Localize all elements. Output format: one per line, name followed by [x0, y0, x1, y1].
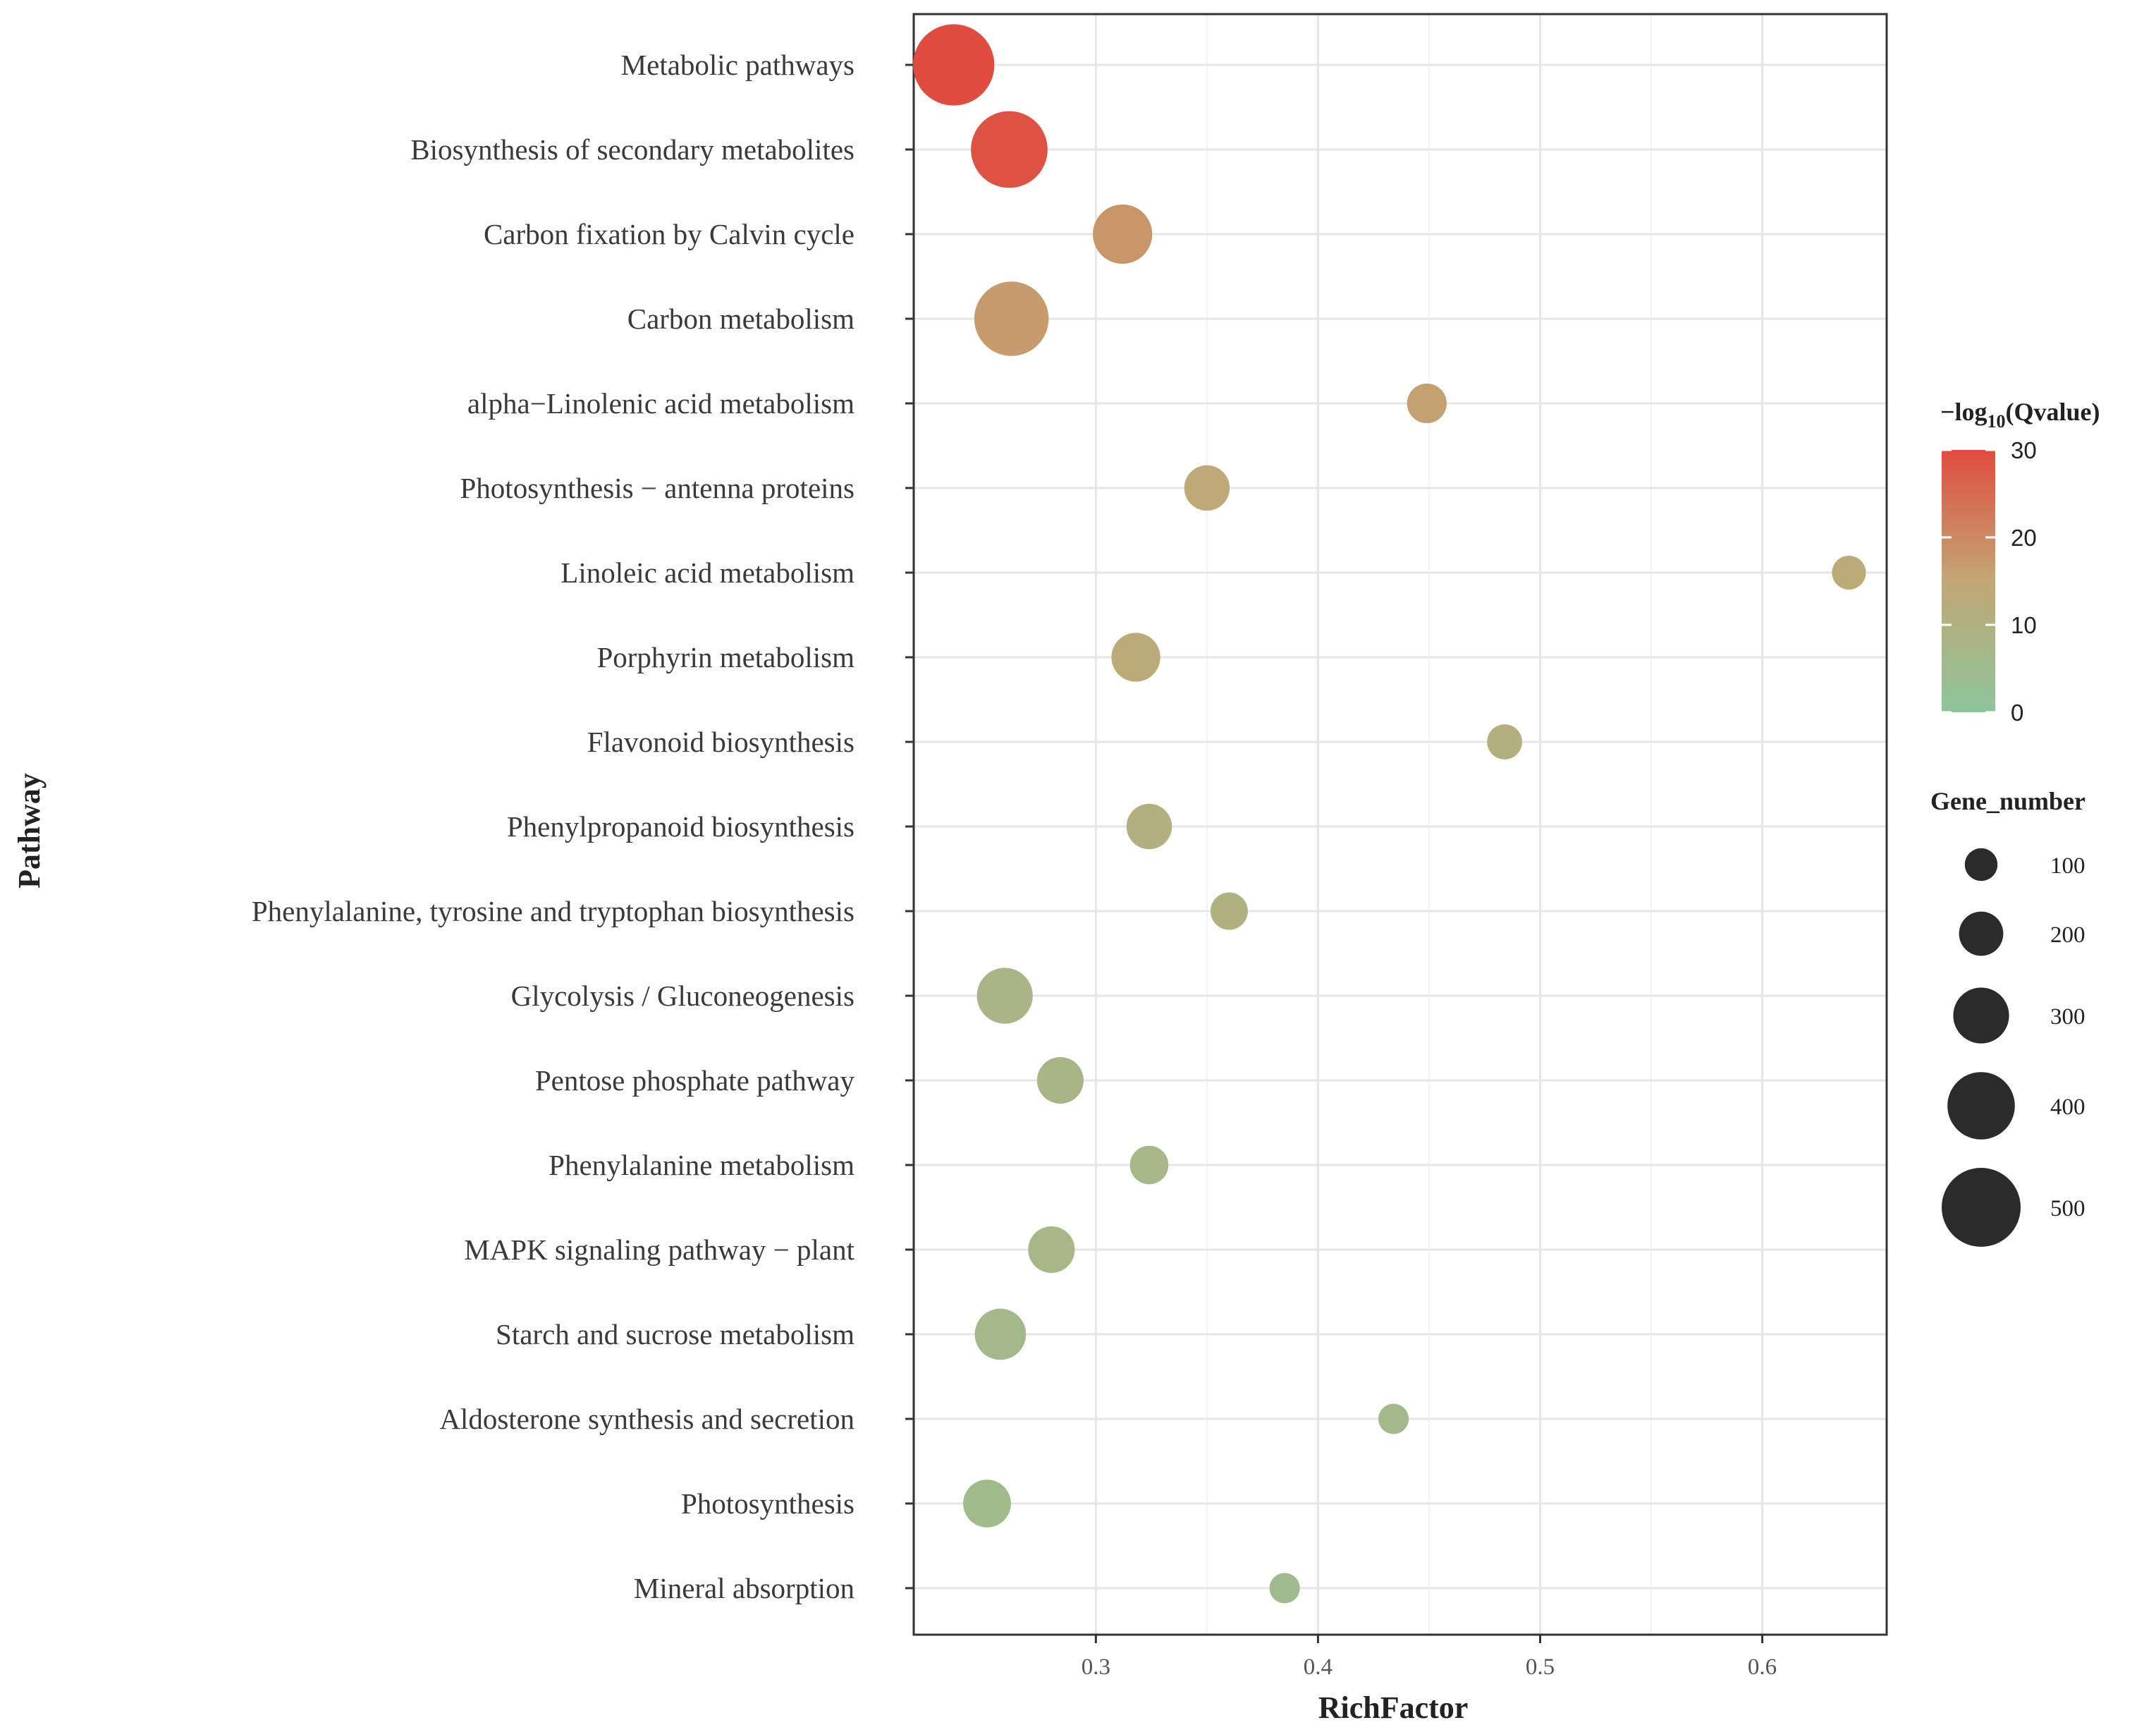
pathway-label: Carbon fixation by Calvin cycle: [484, 218, 855, 250]
pathway-label: alpha−Linolenic acid metabolism: [467, 387, 855, 420]
pathway-label: Metabolic pathways: [621, 49, 855, 81]
size-legend-circle: [1942, 1168, 2021, 1247]
bubble-point: [1129, 1145, 1169, 1185]
y-tick-labels: Metabolic pathways Biosynthesis of second…: [252, 49, 855, 1604]
bubble-point: [971, 111, 1048, 188]
x-tick-label: 0.3: [1082, 1654, 1110, 1680]
bubble-point: [1407, 383, 1447, 424]
pathway-label: Pentose phosphate pathway: [535, 1064, 855, 1097]
pathway-label: Phenylalanine metabolism: [549, 1149, 855, 1181]
bubble-point: [976, 968, 1033, 1024]
pathway-label: Starch and sucrose metabolism: [496, 1318, 855, 1350]
bubble-point: [913, 24, 995, 106]
bubble-point: [1036, 1056, 1084, 1104]
bubble-point: [974, 1308, 1027, 1360]
pathway-label: Phenylalanine, tyrosine and tryptophan b…: [252, 895, 855, 927]
pathway-label: Flavonoid biosynthesis: [587, 726, 855, 758]
size-legend-label: 500: [2050, 1196, 2085, 1221]
color-bar-tick-label: 10: [2011, 612, 2037, 638]
pathway-label: Linoleic acid metabolism: [561, 556, 855, 589]
color-bar-tick-label: 20: [2011, 525, 2037, 551]
pathway-label: Photosynthesis: [681, 1487, 855, 1520]
size-legend: Gene_number 100 200 300 400 500: [1930, 787, 2085, 1247]
data-points: [913, 24, 1866, 1604]
x-tick-label: 0.5: [1526, 1654, 1555, 1680]
bubble-point: [1184, 465, 1230, 511]
gridlines: [914, 14, 1887, 1635]
size-legend-circle: [1947, 1072, 2015, 1140]
size-legend-label: 200: [2050, 922, 2085, 948]
size-legend-circle: [1964, 848, 1998, 882]
bubble-point: [1028, 1226, 1075, 1274]
pathway-label: MAPK signaling pathway − plant: [464, 1233, 855, 1266]
color-legend-title: −log10(Qvalue): [1940, 398, 2100, 432]
color-bar: [1942, 450, 1995, 712]
bubble-point: [1487, 724, 1522, 760]
size-legend-label: 400: [2050, 1094, 2085, 1120]
pathway-label: Carbon metabolism: [627, 303, 855, 335]
color-legend-title-prefix: −log: [1940, 398, 1987, 426]
size-legend-title: Gene_number: [1930, 787, 2085, 815]
x-ticks: [1094, 1635, 1764, 1643]
color-bar-tick-label: 0: [2011, 700, 2023, 726]
y-axis-title: Pathway: [12, 773, 47, 889]
pathway-label: Photosynthesis − antenna proteins: [460, 472, 855, 504]
bubble-point: [1269, 1573, 1300, 1604]
color-bar-tick-label: 30: [2011, 437, 2037, 463]
size-legend-circle: [1953, 987, 2009, 1044]
size-legend-keys: 100 200 300 400 500: [1942, 848, 2085, 1247]
pathway-label: Porphyrin metabolism: [596, 641, 855, 673]
x-tick-labels: 0.3 0.4 0.5 0.6: [1082, 1654, 1777, 1680]
color-legend-title-subscript: 10: [1987, 411, 2006, 432]
pathway-label: Glycolysis / Gluconeogenesis: [511, 980, 855, 1012]
x-tick-label: 0.4: [1304, 1654, 1333, 1680]
bubble-point: [1832, 555, 1866, 590]
bubble-point: [1210, 892, 1248, 930]
bubble-point: [1111, 633, 1160, 682]
color-legend-title-suffix: (Qvalue): [2006, 398, 2100, 426]
x-tick-label: 0.6: [1748, 1654, 1777, 1680]
pathway-label: Biosynthesis of secondary metabolites: [410, 133, 855, 166]
pathway-label: Phenylpropanoid biosynthesis: [507, 810, 855, 843]
size-legend-circle: [1959, 911, 2004, 956]
size-legend-label: 300: [2050, 1004, 2085, 1030]
size-legend-label: 100: [2050, 853, 2085, 879]
color-bar-ticks: 0 10 20 30: [1942, 437, 2037, 726]
bubble-point: [1378, 1403, 1409, 1434]
plot-background: [914, 14, 1887, 1635]
y-ticks: [905, 63, 914, 1590]
bubble-point: [1126, 803, 1172, 850]
pathway-label: Mineral absorption: [634, 1572, 855, 1604]
plot-border: [912, 13, 1888, 1636]
bubble-point: [1093, 204, 1153, 264]
bubble-point: [963, 1480, 1011, 1527]
bubble-point: [974, 281, 1049, 356]
x-axis-title: RichFactor: [1318, 1690, 1469, 1725]
pathway-label: Aldosterone synthesis and secretion: [439, 1403, 855, 1435]
